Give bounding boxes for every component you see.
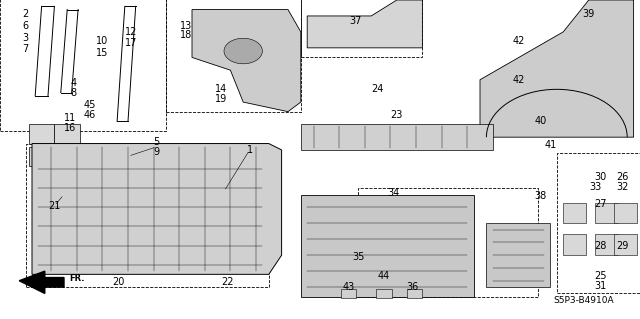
Text: 31: 31 [594, 280, 607, 291]
Text: 24: 24 [371, 84, 384, 94]
Bar [486, 223, 550, 287]
Text: 2: 2 [22, 9, 29, 19]
Text: 11: 11 [64, 113, 77, 123]
Text: 14: 14 [214, 84, 227, 94]
Text: 7: 7 [22, 44, 29, 55]
Text: 46: 46 [83, 110, 96, 120]
Text: 43: 43 [342, 282, 355, 292]
Text: 5: 5 [154, 137, 160, 147]
Text: 40: 40 [534, 116, 547, 126]
Bar [407, 289, 422, 298]
Text: 32: 32 [616, 182, 628, 192]
Bar [341, 289, 356, 298]
Text: 44: 44 [378, 271, 390, 281]
Polygon shape [480, 0, 634, 137]
Polygon shape [32, 144, 282, 274]
Ellipse shape [224, 38, 262, 64]
Text: S5P3-B4910A: S5P3-B4910A [554, 296, 614, 305]
Text: 10: 10 [96, 36, 109, 47]
Text: 42: 42 [512, 75, 525, 85]
Text: 36: 36 [406, 282, 419, 292]
Bar [166, 0, 301, 112]
Bar [557, 153, 640, 293]
Bar [563, 203, 586, 223]
Polygon shape [192, 10, 301, 112]
Text: 41: 41 [544, 140, 557, 150]
Bar [301, 124, 493, 150]
Text: 30: 30 [594, 172, 607, 182]
Text: 16: 16 [64, 122, 77, 133]
Text: 29: 29 [616, 241, 628, 251]
Text: 37: 37 [349, 16, 362, 26]
Bar [376, 289, 392, 298]
Bar [563, 234, 586, 255]
Text: 12: 12 [125, 27, 138, 37]
Bar [595, 203, 618, 223]
Text: 28: 28 [594, 241, 607, 251]
Text: 21: 21 [48, 201, 61, 211]
Text: 8: 8 [70, 87, 77, 98]
Bar [614, 234, 637, 255]
Text: 3: 3 [22, 33, 29, 43]
Polygon shape [19, 271, 64, 293]
Text: 26: 26 [616, 172, 628, 182]
Polygon shape [307, 0, 422, 48]
Text: 1: 1 [246, 145, 253, 155]
Text: 15: 15 [96, 48, 109, 58]
Text: 35: 35 [352, 252, 365, 262]
Text: 20: 20 [112, 277, 125, 287]
Text: 33: 33 [589, 182, 602, 192]
Text: 17: 17 [125, 38, 138, 48]
Text: 18: 18 [179, 30, 192, 40]
Bar [614, 203, 637, 223]
Bar [26, 144, 269, 287]
Text: 45: 45 [83, 100, 96, 110]
Text: 38: 38 [534, 191, 547, 201]
Text: 23: 23 [390, 110, 403, 120]
Bar [29, 147, 54, 166]
Bar [301, 195, 474, 297]
Bar [595, 234, 618, 255]
Text: 34: 34 [387, 188, 400, 198]
Text: 22: 22 [221, 277, 234, 287]
Bar [301, 0, 422, 57]
Text: FR.: FR. [69, 274, 84, 283]
Bar [54, 124, 80, 144]
Text: 13: 13 [179, 20, 192, 31]
Text: 27: 27 [594, 199, 607, 209]
Text: 6: 6 [22, 20, 29, 31]
Bar [29, 124, 54, 144]
Text: 42: 42 [512, 36, 525, 47]
Text: 4: 4 [70, 78, 77, 88]
Text: 9: 9 [154, 146, 160, 157]
Bar [48, 144, 154, 161]
Text: 25: 25 [594, 271, 607, 281]
Bar [0, 0, 166, 131]
Text: 39: 39 [582, 9, 595, 19]
Bar [358, 188, 538, 297]
Text: 19: 19 [214, 94, 227, 104]
